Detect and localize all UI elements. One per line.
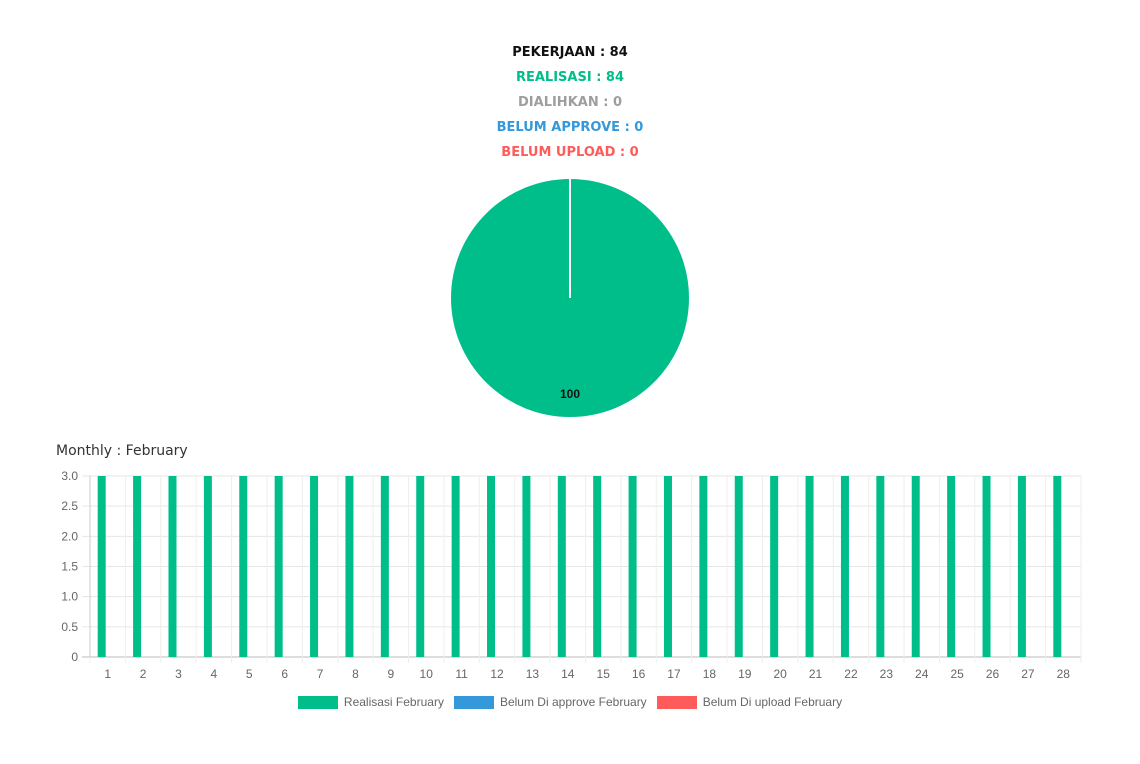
- bar-realisasi[interactable]: [734, 476, 743, 657]
- bar-realisasi[interactable]: [239, 476, 248, 657]
- x-tick-label: 4: [211, 667, 218, 681]
- bar-realisasi[interactable]: [911, 476, 920, 657]
- bar-realisasi[interactable]: [593, 476, 602, 657]
- x-tick-label: 25: [950, 667, 964, 681]
- x-tick-label: 2: [140, 667, 147, 681]
- bar-realisasi[interactable]: [1053, 476, 1062, 657]
- x-tick-label: 14: [561, 667, 575, 681]
- stat-belum-approve: BELUM APPROVE : 0: [496, 120, 644, 135]
- bar-realisasi[interactable]: [770, 476, 779, 657]
- bar-realisasi[interactable]: [451, 476, 460, 657]
- bar-realisasi[interactable]: [133, 476, 142, 657]
- x-tick-label: 6: [281, 667, 288, 681]
- x-tick-label: 19: [738, 667, 752, 681]
- legend-label-belum-approve: Belum Di approve February: [499, 695, 647, 709]
- y-tick-label: 2.0: [61, 529, 78, 543]
- bar-realisasi[interactable]: [840, 476, 849, 657]
- bar-realisasi[interactable]: [274, 476, 283, 657]
- bar-realisasi[interactable]: [663, 476, 672, 657]
- bar-realisasi[interactable]: [487, 476, 496, 657]
- bar-realisasi[interactable]: [1017, 476, 1026, 657]
- bar-realisasi[interactable]: [168, 476, 177, 657]
- monthly-bar-chart[interactable]: 00.51.01.52.02.53.01 2 3 4 5 6 7 8 9 10 11 12 13 14 15…: [0, 460, 1140, 690]
- x-tick-label: 11: [455, 667, 468, 681]
- x-tick-label: 12: [490, 667, 504, 681]
- x-tick-label: 23: [880, 667, 894, 681]
- bar-realisasi[interactable]: [628, 476, 637, 657]
- legend-item-belum-upload[interactable]: Belum Di upload February: [656, 695, 843, 709]
- bar-realisasi[interactable]: [522, 476, 531, 657]
- legend-swatch-belum-upload: [656, 695, 697, 709]
- legend-label-belum-upload: Belum Di upload February: [702, 695, 843, 709]
- x-tick-label: 15: [597, 667, 611, 681]
- x-tick-label: 9: [387, 667, 394, 681]
- x-tick-label: 17: [667, 667, 681, 681]
- bar-realisasi[interactable]: [345, 476, 354, 657]
- bar-realisasi[interactable]: [699, 476, 708, 657]
- x-tick-label: 5: [246, 667, 253, 681]
- bar-realisasi[interactable]: [203, 476, 212, 657]
- bar-realisasi[interactable]: [805, 476, 814, 657]
- legend-swatch-realisasi: [297, 695, 338, 709]
- summary-stats: PEKERJAAN : 84 REALISASI : 84 DIALIHKAN …: [0, 40, 1140, 165]
- x-tick-label: 22: [844, 667, 858, 681]
- x-tick-label: 16: [632, 667, 646, 681]
- bar-realisasi[interactable]: [310, 476, 319, 657]
- y-tick-label: 3.0: [61, 469, 78, 483]
- bar-realisasi[interactable]: [982, 476, 991, 657]
- y-tick-label: 1.0: [61, 590, 78, 604]
- x-tick-label: 10: [420, 667, 434, 681]
- bar-realisasi[interactable]: [97, 476, 106, 657]
- x-tick-label: 1: [104, 667, 111, 681]
- x-tick-label: 28: [1057, 667, 1071, 681]
- y-tick-label: 2.5: [61, 499, 78, 513]
- legend-item-realisasi[interactable]: Realisasi February: [297, 695, 444, 709]
- stat-realisasi: REALISASI : 84: [515, 70, 625, 85]
- bar-realisasi[interactable]: [876, 476, 885, 657]
- bar-realisasi[interactable]: [380, 476, 389, 657]
- bar-realisasi[interactable]: [416, 476, 425, 657]
- stat-dialihkan: DIALIHKAN : 0: [518, 95, 622, 110]
- x-tick-label: 8: [352, 667, 359, 681]
- x-tick-label: 18: [703, 667, 717, 681]
- chart-legend: Realisasi February Belum Di approve Febr…: [0, 695, 1140, 709]
- x-tick-label: 21: [809, 667, 823, 681]
- x-tick-label: 26: [986, 667, 1000, 681]
- legend-label-realisasi: Realisasi February: [343, 695, 444, 709]
- y-tick-label: 0: [71, 650, 78, 664]
- x-tick-label: 13: [526, 667, 540, 681]
- y-tick-label: 0.5: [61, 620, 78, 634]
- bar-realisasi[interactable]: [557, 476, 566, 657]
- x-tick-label: 27: [1021, 667, 1035, 681]
- x-tick-label: 24: [915, 667, 929, 681]
- x-tick-label: 3: [175, 667, 182, 681]
- stat-pekerjaan: PEKERJAAN : 84: [512, 45, 628, 60]
- pie-data-label: 100: [560, 387, 580, 401]
- legend-item-belum-approve[interactable]: Belum Di approve February: [453, 695, 647, 709]
- y-tick-label: 1.5: [61, 560, 78, 574]
- stat-belum-upload: BELUM UPLOAD : 0: [501, 145, 639, 160]
- x-tick-label: 7: [317, 667, 324, 681]
- legend-swatch-belum-approve: [453, 695, 494, 709]
- monthly-title: Monthly : February: [56, 443, 188, 459]
- x-tick-label: 20: [773, 667, 787, 681]
- pie-chart[interactable]: 100: [440, 170, 700, 430]
- bar-realisasi[interactable]: [947, 476, 956, 657]
